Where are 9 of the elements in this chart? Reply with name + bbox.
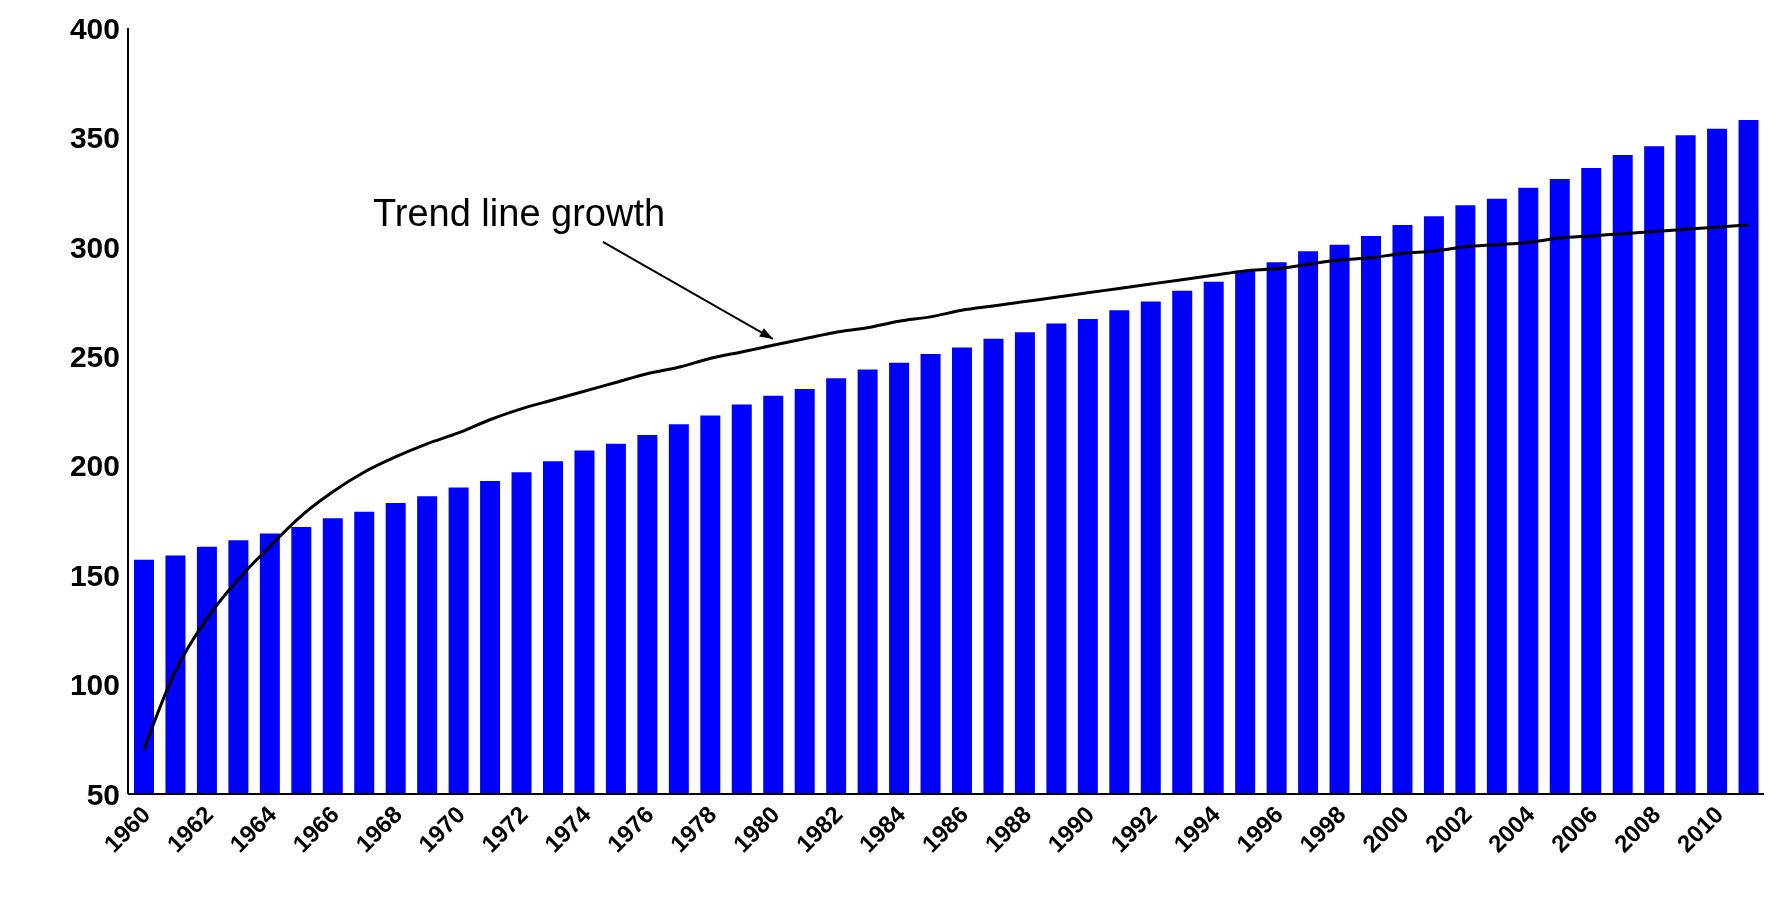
y-tick-label: 250 — [69, 339, 120, 373]
y-tick-label: 50 — [86, 777, 120, 811]
y-tick-label: 100 — [69, 668, 120, 702]
y-tick-label: 150 — [69, 558, 120, 592]
annotation: Trend line growth — [372, 191, 666, 234]
y-tick-label: 200 — [69, 449, 120, 483]
y-tick-label: 400 — [69, 11, 120, 45]
y-tick-label: 350 — [69, 121, 120, 155]
y-tick-label: 300 — [69, 230, 120, 264]
